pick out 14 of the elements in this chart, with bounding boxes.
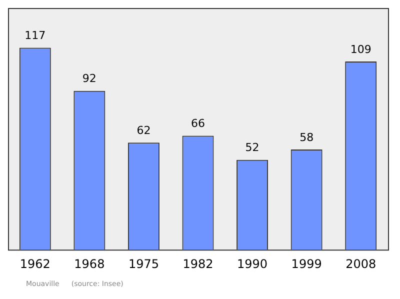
x-tick-label: 1975 xyxy=(128,256,159,271)
data-label: 109 xyxy=(350,42,372,56)
data-label: 117 xyxy=(24,29,46,42)
data-label: 52 xyxy=(245,141,260,154)
data-label: 66 xyxy=(191,117,205,130)
data-label: 62 xyxy=(136,124,151,137)
x-tick-label: 1982 xyxy=(182,256,214,271)
data-label: 58 xyxy=(300,130,314,144)
x-tick-label: 1962 xyxy=(20,256,50,271)
x-tick-label: 1990 xyxy=(237,256,268,271)
x-tick-label: 2008 xyxy=(346,256,376,271)
x-tick-label: 1999 xyxy=(291,256,322,271)
data-label: 92 xyxy=(82,72,96,86)
x-tick-label: 1968 xyxy=(74,256,105,271)
